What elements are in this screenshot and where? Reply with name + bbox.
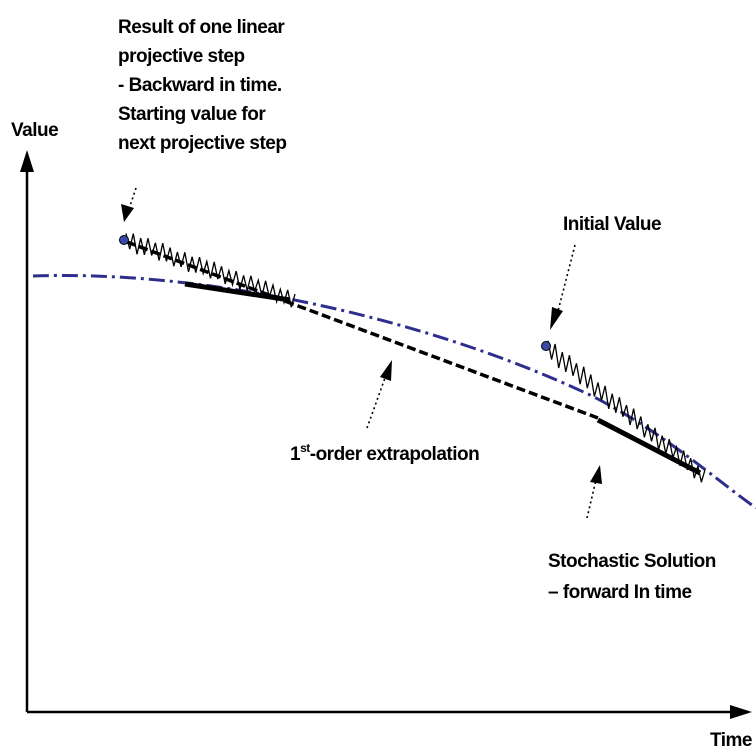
extrapolation-label-prefix: 1 [290,444,301,465]
pointer-arrowhead-stochastic [590,465,602,484]
projective-step-line-4: Starting value for [118,104,266,125]
pointer-arrow-initial [556,244,576,316]
pointer-arrowhead-projective [121,204,134,222]
initial-value-marker [541,341,551,351]
average-segment-backward [184,281,291,303]
pointer-arrow-extrapolation [366,377,386,429]
stochastic-line-1: Stochastic Solution [548,551,716,572]
projective-step-annotation: Result of one linear projective step - B… [118,17,287,154]
x-axis-arrowhead [730,705,752,719]
projective-step-line-1: Result of one linear [118,17,285,38]
extrapolation-label: 1st-order extrapolation [290,441,479,465]
projective-step-line-5: next projective step [118,133,286,154]
pointer-arrowhead-extrapolation [380,360,392,381]
projective-step-line-2: projective step [118,46,245,67]
initial-value-label: Initial Value [563,214,661,235]
pointer-arrowhead-initial [550,307,563,330]
projective-step-line-3: - Backward in time. [118,75,282,96]
extrapolation-label-superscript: st [300,441,310,455]
stochastic-line-2: – forward In time [548,582,692,603]
x-axis-label: Time [710,730,752,751]
y-axis-arrowhead [20,150,34,172]
extrapolation-label-rest: -order extrapolation [310,444,479,465]
extrapolation-line [126,240,599,420]
stochastic-annotation: Stochastic Solution – forward In time [548,551,716,603]
noise-trace-backward [125,233,296,308]
y-axis-label: Value [11,120,58,141]
average-segment-forward [596,417,702,476]
pointer-arrow-stochastic [586,479,597,519]
projective-step-marker [119,235,129,245]
reference-curve [32,274,756,510]
